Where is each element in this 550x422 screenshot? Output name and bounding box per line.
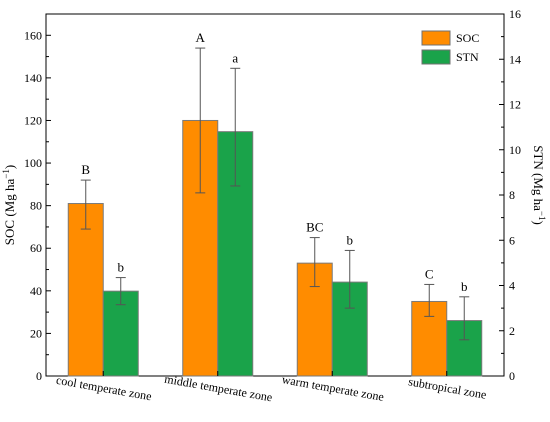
left-tick-label-1: 20 — [30, 326, 42, 340]
left-y-axis: 0 20 40 60 80 100 120 140 160 — [24, 28, 51, 383]
left-tick-label-2: 40 — [30, 284, 42, 298]
left-tick-label-8: 160 — [24, 28, 42, 42]
left-tick-label-0: 0 — [36, 369, 42, 383]
significance-letter-stn-0: b — [118, 260, 125, 275]
x-tick-label-1: middle temperate zone — [163, 372, 273, 405]
significance-letter-soc-2: BC — [306, 220, 323, 235]
x-tick-label-3: subtropical zone — [407, 374, 487, 402]
right-tick-label-8: 16 — [509, 7, 521, 21]
right-tick-label-3: 6 — [509, 233, 515, 247]
bars — [67, 119, 483, 377]
significance-letter-stn-3: b — [461, 279, 468, 294]
right-tick-label-4: 8 — [509, 188, 515, 202]
right-tick-label-6: 12 — [509, 98, 521, 112]
legend: SOC STN — [421, 30, 479, 65]
bar-stn-0 — [102, 290, 139, 377]
significance-letter-soc-3: C — [425, 266, 434, 281]
error-bars — [80, 47, 470, 341]
left-tick-label-5: 100 — [24, 156, 42, 170]
x-tick-label-2: warm temperate zone — [281, 372, 385, 404]
legend-swatch-stn — [421, 49, 451, 65]
left-tick-label-4: 80 — [30, 199, 42, 213]
right-y-axis: 0 2 4 6 8 10 12 14 16 — [499, 7, 521, 383]
left-tick-label-6: 120 — [24, 113, 42, 127]
significance-letter-soc-0: B — [81, 162, 90, 177]
right-axis-title: STN (Mg ha−1) — [531, 145, 547, 225]
significance-letter-stn-2: b — [347, 232, 354, 247]
legend-label-soc: SOC — [456, 31, 479, 45]
left-axis-title: SOC (Mg ha−1) — [1, 165, 17, 245]
significance-letters: B A BC Cb a b b — [81, 30, 467, 294]
significance-letter-soc-1: A — [196, 30, 206, 45]
left-tick-label-3: 60 — [30, 241, 42, 255]
right-tick-label-0: 0 — [509, 369, 515, 383]
left-tick-label-7: 140 — [24, 71, 42, 85]
right-tick-label-7: 14 — [509, 52, 521, 66]
right-tick-label-5: 10 — [509, 143, 521, 157]
x-tick-label-0: cool temperate zone — [55, 373, 153, 404]
significance-letter-stn-1: a — [232, 50, 238, 65]
right-tick-label-1: 2 — [509, 324, 515, 338]
legend-swatch-soc — [421, 30, 451, 46]
right-tick-label-2: 4 — [509, 279, 515, 293]
legend-label-stn: STN — [456, 50, 479, 64]
